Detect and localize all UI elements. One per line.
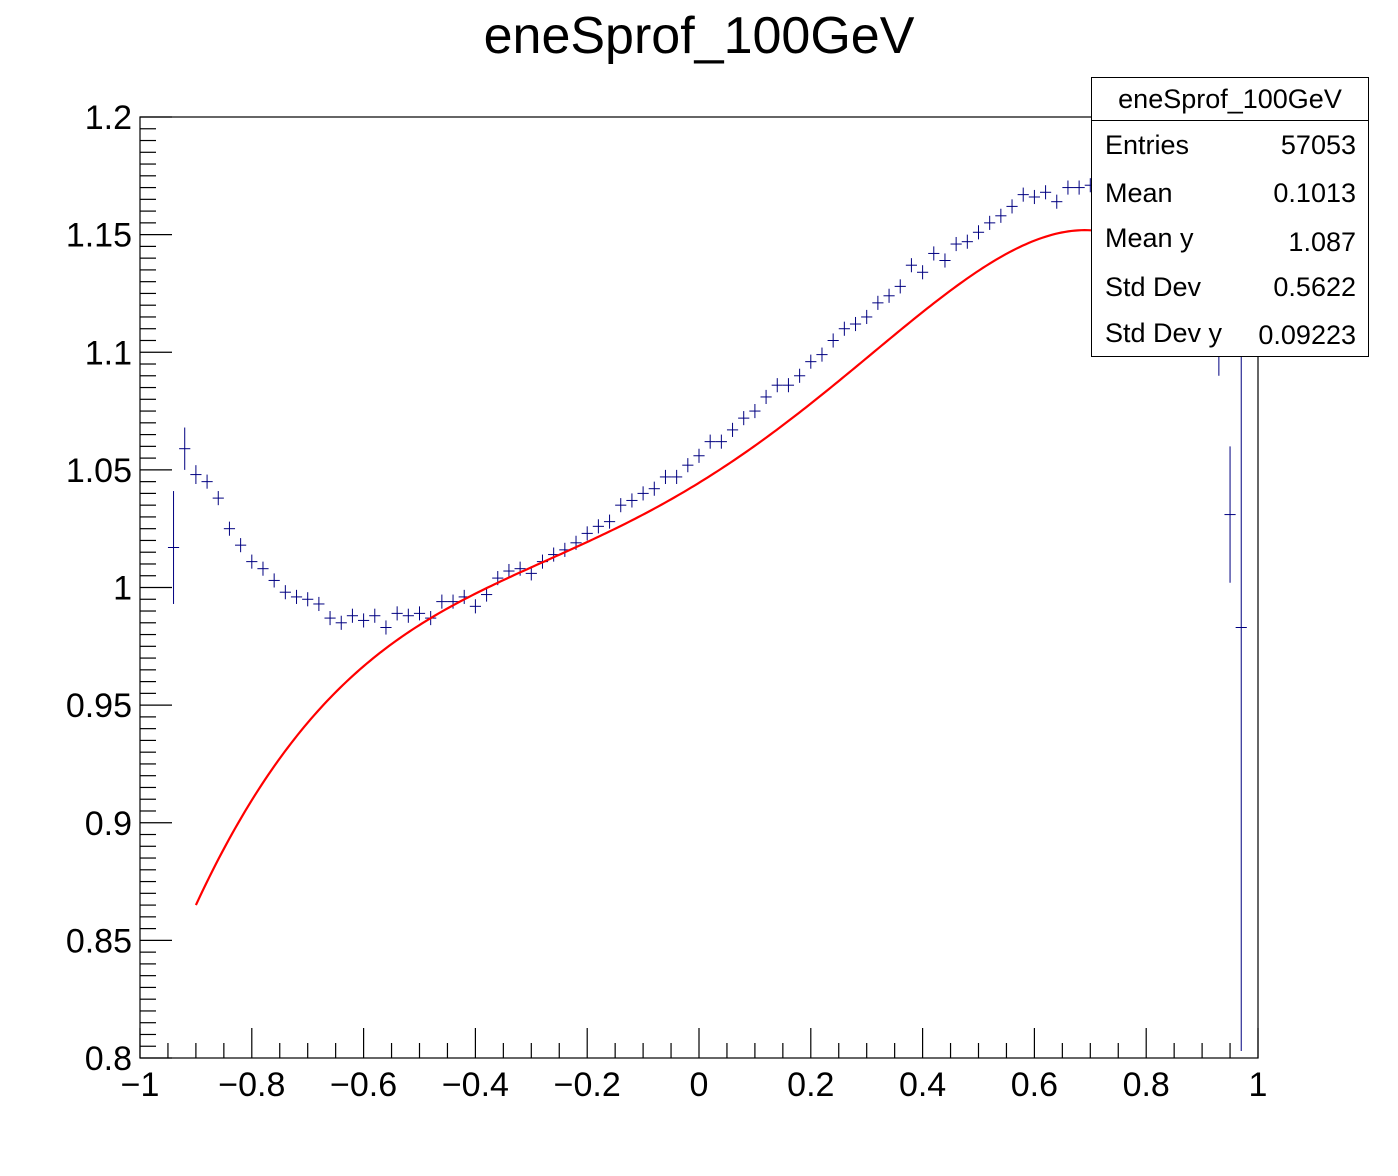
- x-tick-label: 0.8: [1123, 1066, 1170, 1104]
- x-tick-label: 0: [690, 1066, 709, 1104]
- x-tick-label: 0.2: [787, 1066, 834, 1104]
- y-tick-label: 1.05: [66, 452, 132, 490]
- stats-label: Std Dev y: [1105, 318, 1223, 348]
- y-tick-label: 1.1: [85, 334, 132, 372]
- stats-box-title: eneSprof_100GeV: [1092, 78, 1368, 121]
- y-tick-label: 1.15: [66, 217, 132, 255]
- stats-value: 1.087: [1288, 227, 1356, 257]
- y-tick-label: 1: [113, 570, 132, 608]
- x-tick-label: 0.6: [1011, 1066, 1058, 1104]
- stats-value: 0.09223: [1258, 320, 1356, 350]
- chart-title: eneSprof_100GeV: [483, 7, 915, 65]
- stats-label: Std Dev: [1105, 272, 1202, 302]
- fit-curve: [194, 229, 1181, 906]
- stats-box: eneSprof_100GeV Entries 57053 Mean 0.101…: [1091, 77, 1369, 357]
- y-tick-label: 0.8: [85, 1040, 132, 1078]
- stats-label: Mean y: [1105, 223, 1194, 253]
- stats-value: 0.1013: [1273, 178, 1356, 208]
- stats-value: 57053: [1280, 130, 1356, 160]
- x-tick-label: 1: [1249, 1066, 1268, 1104]
- y-tick-label: 0.95: [66, 687, 132, 725]
- x-tick-label: −0.4: [442, 1066, 509, 1104]
- y-tick-label: 1.2: [85, 99, 132, 137]
- stats-value: 0.5622: [1273, 272, 1356, 302]
- x-tick-label: 0.4: [899, 1066, 946, 1104]
- stats-label: Mean: [1105, 178, 1173, 208]
- x-tick-label: −0.8: [218, 1066, 285, 1104]
- y-tick-label: 0.9: [85, 805, 132, 843]
- stats-label: Entries: [1105, 130, 1190, 160]
- y-tick-label: 0.85: [66, 922, 132, 960]
- x-tick-label: −0.6: [330, 1066, 397, 1104]
- x-tick-label: −1: [121, 1066, 160, 1104]
- x-tick-label: −0.2: [554, 1066, 621, 1104]
